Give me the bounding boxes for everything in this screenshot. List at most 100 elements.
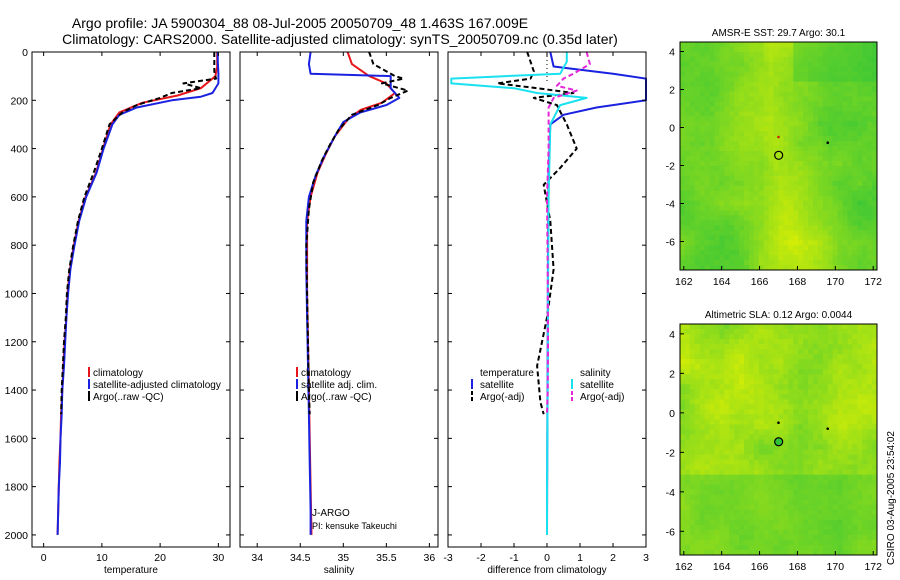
sla-map-heatmap-cell [763,409,770,415]
sla-map-heatmap-cell [852,434,858,440]
sla-map-heatmap-cell [857,524,863,531]
sla-map-heatmap-cell [699,549,706,556]
sst-map-heatmap-cell [852,260,858,266]
sla-map-heatmap-cell [817,439,824,446]
sst-map-heatmap-cell [837,81,844,88]
sst-map-heatmap-cell [694,116,701,122]
sla-map-heatmap-cell [694,519,701,526]
sst-map-heatmap-cell [758,230,765,236]
sst-map-heatmap-cell [719,46,725,53]
sst-map-xtick-label: 164 [713,276,731,288]
sst-map-heatmap-cell [788,175,794,182]
sla-map-heatmap-cell [729,549,735,556]
sla-map-heatmap-cell [719,464,725,471]
sst-map-heatmap-cell [709,220,715,226]
sst-map-heatmap-cell [827,136,834,142]
sst-map-heatmap-cell [832,165,839,172]
sla-map-heatmap-cell [852,349,858,355]
sst-map-heatmap-cell [852,106,858,112]
sla-map-heatmap-cell [832,344,839,350]
sst-map-heatmap-cell [709,71,715,78]
sla-map-heatmap-cell [684,524,691,531]
sst-map-heatmap-cell [773,66,779,73]
sla-map-heatmap-cell [832,449,839,456]
sst-map-heatmap-cell [812,220,819,226]
sla-map-heatmap-cell [822,494,829,501]
sla-map-heatmap-cell [758,334,765,340]
sla-map-heatmap-cell [808,444,814,451]
sla-map-heatmap-cell [852,359,858,365]
sst-map-heatmap-cell [680,91,686,98]
sst-map-heatmap-cell [739,240,745,246]
sst-map-heatmap-cell [694,160,701,167]
sla-map-heatmap-cell [724,364,730,370]
sla-map-heatmap-cell [758,529,765,536]
sla-map-heatmap-cell [857,329,863,335]
sst-map-heatmap-cell [773,101,779,107]
sla-map-heatmap-cell [867,469,873,476]
sla-map-heatmap-cell [857,399,863,405]
sst-map-heatmap-cell [812,245,819,251]
sla-map-heatmap-cell [862,459,868,466]
sla-map-heatmap-cell [793,444,799,451]
sst-map-heatmap-cell [699,240,706,246]
sst-map-heatmap-cell [822,86,829,93]
sst-map-heatmap-cell [832,230,839,236]
sst-map-heatmap-cell [793,46,799,53]
sst-map-heatmap-cell [812,215,819,221]
sst-map-heatmap-cell [857,131,863,137]
sst-map-heatmap-cell [872,76,878,83]
sst-map-heatmap-cell [793,215,799,221]
sla-map-heatmap-cell [862,324,868,330]
sst-map-heatmap-cell [778,106,784,112]
sla-map-heatmap-cell [812,509,819,516]
sst-map-heatmap-cell [748,240,755,246]
sst-map-heatmap-cell [783,260,789,266]
sst-map-heatmap-cell [798,250,804,256]
sla-map-heatmap-cell [724,509,730,516]
sla-map-heatmap-cell [857,469,863,476]
sst-map-heatmap-cell [680,71,686,78]
sst-map-heatmap-cell [827,56,834,63]
sst-map-heatmap-cell [689,66,696,73]
sst-map-heatmap-cell [852,146,858,152]
sla-map-heatmap-cell [684,374,691,380]
sla-map-heatmap-cell [763,534,770,541]
sst-map-heatmap-cell [822,165,829,172]
sst-map-heatmap-cell [862,131,868,137]
sst-map-heatmap-cell [808,61,814,68]
sla-map-heatmap-cell [812,494,819,501]
sla-map-heatmap-cell [739,369,745,375]
sst-map-heatmap-cell [827,81,834,88]
sla-map-heatmap-cell [783,379,789,385]
sla-map-heatmap-cell [822,359,829,365]
sla-map-heatmap-cell [812,454,819,461]
sla-map-heatmap-cell [872,369,878,375]
sst-map-ytick-label: -6 [666,237,675,249]
sst-map-heatmap-cell [680,175,686,182]
sst-map-heatmap-cell [852,220,858,226]
sst-map-heatmap-cell [684,146,691,152]
sst-map-heatmap-cell [793,61,799,68]
sla-map-heatmap-cell [714,439,720,446]
sla-map-heatmap-cell [753,414,760,420]
sla-map-heatmap-cell [689,469,696,476]
sst-map-heatmap-cell [812,76,819,83]
sst-map-heatmap-cell [852,151,858,157]
sla-map-heatmap-cell [842,424,848,430]
sst-map-heatmap-cell [827,106,834,112]
sla-map-heatmap-cell [680,364,686,370]
sla-map-heatmap-cell [694,329,701,335]
sla-map-heatmap-cell [748,339,755,345]
sst-map-heatmap-cell [857,141,863,147]
sla-map-heatmap-cell [867,399,873,405]
sst-map-heatmap-cell [719,131,725,137]
sst-map-heatmap-cell [857,81,863,88]
sst-map-heatmap-cell [867,215,873,221]
sla-map-heatmap-cell [822,454,829,461]
sla-map-heatmap-cell [744,444,750,451]
sst-map-heatmap-cell [822,185,829,192]
sst-map-heatmap-cell [822,141,829,147]
sst-map-heatmap-cell [684,195,691,202]
sla-map-heatmap-cell [847,369,853,375]
